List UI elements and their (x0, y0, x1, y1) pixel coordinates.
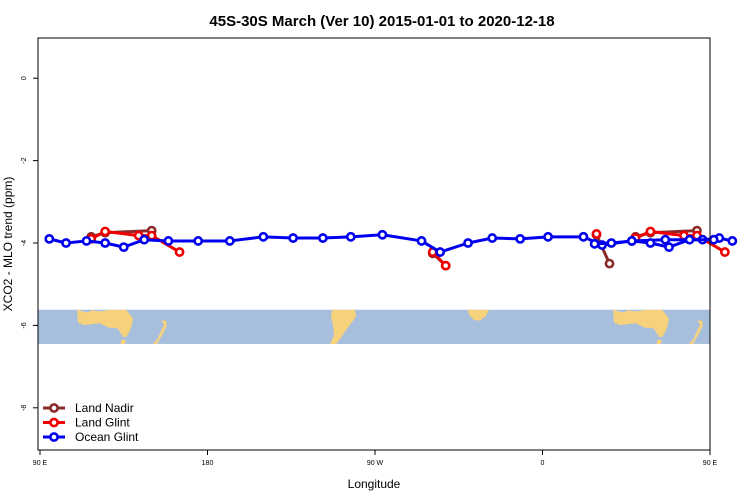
x-tick-label: 180 (202, 460, 214, 467)
y-tick-label: 0 (21, 76, 28, 80)
x-axis: 90 E 180 90 W 0 90 E (33, 450, 718, 467)
y-axis-label: XCO2 - MLO trend (ppm) (1, 177, 15, 312)
data-point (463, 238, 473, 248)
data-point (118, 242, 129, 253)
ocean-band (38, 309, 710, 344)
data-point (660, 234, 671, 245)
legend-item: Ocean Glint (43, 430, 139, 444)
new-zealand-landmass (153, 320, 167, 344)
legend-label: Land Glint (75, 416, 130, 430)
world-map-strip (38, 309, 710, 344)
data-point (81, 236, 92, 246)
tasmania-landmass (121, 339, 126, 344)
data-point (645, 238, 656, 248)
data-point (440, 260, 451, 271)
x-axis-label: Longitude (348, 477, 401, 491)
data-point (604, 258, 615, 269)
australia-landmass (77, 309, 133, 338)
x-tick-label: 90 W (367, 460, 384, 467)
data-point (515, 233, 526, 244)
legend-label: Land Nadir (75, 401, 134, 415)
south-america-landmass (330, 309, 356, 344)
new-zealand-landmass (689, 320, 703, 344)
data-point (100, 226, 111, 237)
y-tick-label: -2 (21, 157, 28, 163)
y-tick-label: -4 (21, 240, 28, 246)
legend-label: Ocean Glint (75, 430, 139, 444)
y-tick-label: -8 (21, 405, 28, 411)
data-point (578, 231, 589, 242)
data-point (416, 236, 427, 246)
x-tick-label: 0 (541, 460, 545, 467)
data-point (258, 231, 269, 242)
x-tick-label: 90 E (703, 460, 718, 467)
x-tick-label: 90 E (33, 460, 48, 467)
data-point (708, 234, 719, 245)
series-ocean-glint (44, 229, 738, 257)
data-point (61, 238, 71, 248)
data-point (174, 247, 185, 257)
data-point (377, 229, 388, 240)
data-point (606, 238, 617, 248)
legend-marker (49, 417, 59, 428)
series-layer (44, 225, 738, 271)
data-point (626, 236, 637, 246)
data-point (589, 238, 600, 249)
data-point (193, 236, 204, 246)
data-point (139, 234, 150, 245)
tasmania-landmass (657, 339, 662, 344)
legend-item: Land Nadir (43, 401, 134, 415)
data-point (487, 233, 498, 243)
data-point (100, 238, 111, 248)
data-point (224, 236, 235, 246)
y-axis: 0 -2 -4 -6 -8 (21, 76, 38, 411)
legend-item: Land Glint (43, 416, 130, 430)
data-point (435, 247, 446, 257)
data-point (288, 233, 299, 243)
data-point (727, 236, 738, 246)
legend-marker (49, 432, 59, 442)
africa-landmass (468, 309, 489, 321)
y-tick-label: -6 (21, 322, 28, 328)
data-point (317, 233, 328, 243)
data-point (645, 226, 656, 237)
data-point (664, 242, 674, 253)
data-point (163, 236, 174, 246)
data-point (146, 230, 157, 241)
data-point (44, 233, 55, 244)
data-point (684, 234, 695, 245)
plot-frame (37, 37, 711, 451)
data-point (345, 231, 356, 242)
legend-marker (49, 403, 59, 413)
data-point (591, 229, 602, 239)
data-point (543, 231, 553, 242)
data-point (719, 247, 730, 257)
chart-title: 45S-30S March (Ver 10) 2015-01-01 to 202… (209, 13, 554, 30)
australia-landmass (613, 309, 669, 338)
